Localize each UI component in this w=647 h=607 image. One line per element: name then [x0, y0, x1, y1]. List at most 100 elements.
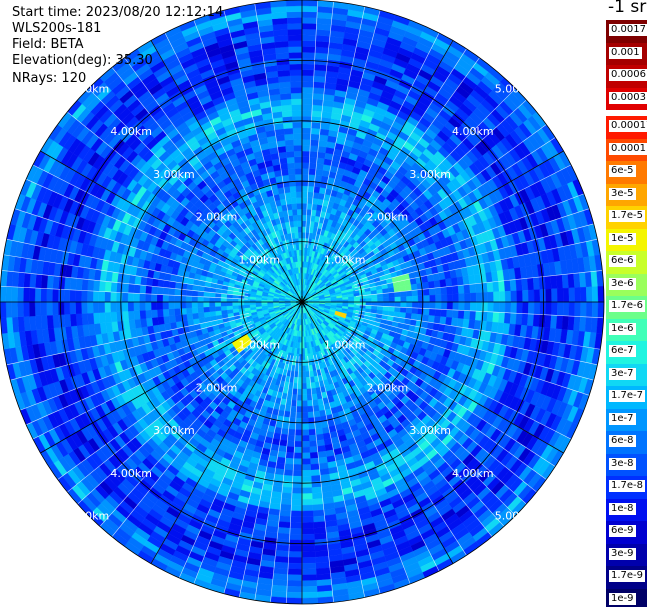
ppi-cell	[162, 301, 169, 310]
ppi-cell	[11, 286, 18, 303]
ppi-cell	[457, 284, 465, 294]
ppi-cell	[308, 428, 317, 436]
ppi-cell	[279, 439, 288, 447]
ppi-cell	[93, 312, 101, 325]
ppi-cell	[64, 276, 72, 290]
ppi-cell	[208, 301, 216, 308]
ppi-cell	[545, 301, 552, 316]
ppi-cell	[23, 301, 30, 317]
ppi-cell	[281, 486, 293, 494]
ppi-cell	[301, 597, 318, 604]
ppi-cell	[278, 521, 291, 529]
ppi-cell	[399, 285, 407, 292]
ppi-cell	[75, 278, 83, 291]
ppi-cell	[310, 387, 317, 395]
ppi-cell	[139, 310, 147, 320]
ppi-cell	[185, 295, 192, 303]
ppi-cell	[203, 296, 210, 303]
ppi-cell	[301, 127, 312, 134]
ppi-cell	[301, 580, 318, 587]
ppi-cell	[487, 291, 494, 303]
ppi-cell	[162, 308, 170, 317]
ppi-cell	[314, 544, 329, 552]
ppi-cell	[197, 307, 204, 314]
ppi-cell	[423, 295, 430, 303]
ppi-cell	[504, 290, 512, 303]
ppi-cell	[446, 286, 453, 295]
ppi-cell	[98, 291, 105, 303]
ppi-cell	[308, 434, 317, 442]
ppi-cell	[281, 422, 290, 430]
ppi-cell	[441, 301, 448, 310]
ppi-cell	[309, 145, 319, 152]
ppi-cell	[174, 295, 181, 303]
ppi-cell	[400, 290, 407, 297]
ppi-cell	[423, 301, 430, 309]
ppi-cell	[301, 197, 308, 204]
ppi-cell	[493, 301, 500, 313]
ppi-cell	[150, 293, 158, 303]
ppi-cell	[5, 286, 13, 303]
ppi-cell	[515, 313, 523, 326]
ppi-cell	[433, 280, 441, 289]
ppi-cell	[591, 286, 599, 303]
ppi-cell	[313, 81, 326, 89]
ppi-cell	[382, 306, 390, 312]
ppi-cell	[301, 69, 315, 76]
ppi-cell	[528, 289, 535, 303]
ppi-cell	[312, 509, 325, 517]
ppi-cell	[412, 295, 419, 303]
ppi-cell	[156, 286, 164, 295]
ppi-cell	[312, 498, 324, 506]
ppi-cell	[580, 301, 587, 318]
ppi-cell	[475, 310, 482, 321]
ppi-cell	[52, 275, 60, 290]
ppi-cell	[452, 309, 459, 319]
ppi-cell	[301, 145, 311, 152]
ppi-cell	[301, 359, 306, 367]
ppi-cell	[63, 301, 71, 315]
ppi-cell	[310, 463, 320, 471]
ppi-cell	[597, 286, 604, 303]
ppi-cell	[411, 289, 419, 297]
ppi-cell	[301, 46, 316, 53]
ppi-cell	[288, 551, 303, 558]
ppi-cell	[301, 162, 310, 169]
ppi-cell	[203, 306, 210, 313]
ppi-cell	[81, 301, 88, 314]
ppi-cell	[287, 568, 303, 576]
ppi-cell	[285, 452, 295, 459]
ppi-cell	[492, 281, 500, 293]
ppi-cell	[243, 301, 250, 306]
ppi-cell	[145, 293, 152, 303]
ppi-cell	[309, 446, 318, 453]
ppi-cell	[301, 493, 313, 500]
ppi-cell	[463, 284, 471, 294]
ppi-cell	[145, 309, 152, 319]
ppi-cell	[163, 315, 171, 324]
ppi-cell	[310, 127, 321, 135]
ppi-cell	[81, 290, 88, 303]
ppi-cell	[308, 423, 316, 430]
ppi-cell	[278, 515, 291, 523]
ppi-cell	[284, 463, 294, 471]
ppi-cell	[291, 499, 303, 506]
ppi-cell	[290, 516, 303, 523]
ppi-cell	[295, 423, 303, 430]
ppi-cell	[521, 278, 529, 291]
ppi-cell	[185, 301, 192, 309]
ppi-cell	[312, 87, 325, 95]
ppi-cell	[293, 446, 303, 454]
ppi-cell	[544, 275, 552, 290]
ppi-cell	[377, 301, 384, 307]
ppi-cell	[301, 446, 311, 454]
ppi-cell	[286, 591, 303, 599]
ppi-cell	[503, 279, 511, 292]
ppi-cell	[428, 280, 436, 289]
ppi-cell	[301, 365, 306, 372]
ppi-cell	[296, 400, 303, 407]
ppi-cell	[86, 301, 94, 314]
ppi-cell	[315, 433, 324, 441]
